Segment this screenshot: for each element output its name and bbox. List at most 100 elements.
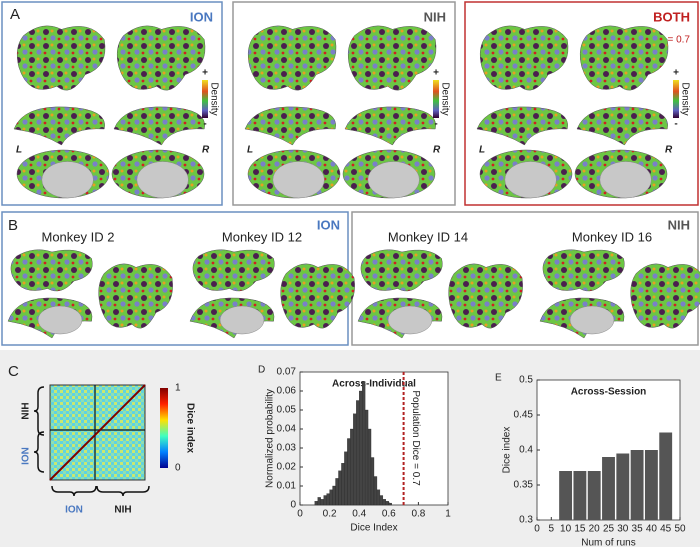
panel-label: C <box>8 363 19 380</box>
histogram-bar <box>382 499 386 506</box>
medial-wall <box>569 305 615 335</box>
density-colorbar <box>202 80 208 118</box>
histogram-bar <box>364 409 369 506</box>
x-tick-label: 10 <box>560 524 572 535</box>
bar <box>573 471 587 520</box>
colorbar-label: 1 <box>175 383 181 394</box>
colorbar-minus: - <box>434 119 437 130</box>
bar <box>559 471 573 520</box>
histogram-bar <box>317 497 321 506</box>
flat-map <box>16 25 106 91</box>
y-tick-label: 0 <box>290 500 296 511</box>
group-label: NIH <box>114 505 131 516</box>
medial-wall <box>387 305 433 335</box>
y-axis-label: Dice index <box>502 427 513 474</box>
group-title: ION <box>317 217 340 232</box>
lateral-view <box>113 106 205 146</box>
histogram-bar <box>353 413 357 506</box>
brace <box>96 485 150 497</box>
chart-title: Across-Session <box>571 387 647 398</box>
density-colorbar <box>433 80 439 118</box>
medial-wall <box>272 161 325 199</box>
histogram-bar <box>347 438 351 506</box>
y-tick-label: 0.07 <box>277 367 297 378</box>
group-title: BOTH <box>653 9 690 24</box>
y-tick-label: 0.45 <box>514 410 534 421</box>
lateral-view <box>576 106 668 146</box>
y-tick-label: 0.35 <box>514 480 534 491</box>
y-axis-label: Normalized probability <box>265 389 276 488</box>
colorbar-title: Density <box>679 82 690 115</box>
monkey-label: Monkey ID 16 <box>572 229 652 244</box>
colorbar-title: Density <box>208 82 219 115</box>
histogram-bar <box>370 457 375 506</box>
panel-box <box>464 1 699 206</box>
group-title: NIH <box>668 217 690 232</box>
x-tick-label: 0.2 <box>323 509 337 520</box>
group-title: ION <box>190 9 213 24</box>
flat-map <box>280 263 355 329</box>
y-tick-label: 0.5 <box>519 375 533 386</box>
medial-wall <box>219 305 265 335</box>
panel-box <box>1 1 223 206</box>
histogram-bar <box>314 501 318 506</box>
hemisphere-label: L <box>247 145 253 156</box>
histogram-bar <box>379 495 384 506</box>
x-tick-label: 25 <box>603 524 615 535</box>
chart-title: Across-Individual <box>332 379 416 390</box>
colorbar-label: 0 <box>175 463 181 474</box>
colorbar-title: Dice index <box>184 403 195 453</box>
histogram-bar <box>356 400 360 506</box>
histogram-bar <box>326 493 330 506</box>
brace <box>33 431 45 473</box>
x-tick-label: 5 <box>549 524 555 535</box>
histogram-bar <box>362 381 366 506</box>
monkey-label: Monkey ID 12 <box>222 229 302 244</box>
lateral-view <box>476 106 568 146</box>
histogram-bar <box>332 485 336 506</box>
panel-box <box>232 1 456 206</box>
histogram-bar <box>335 478 339 506</box>
flat-map <box>479 25 569 91</box>
x-tick-label: 0.6 <box>382 509 396 520</box>
monkey-label: Monkey ID 14 <box>388 229 468 244</box>
medial-wall <box>136 161 189 199</box>
panel-label: E <box>495 373 502 384</box>
hemisphere-label: L <box>16 145 22 156</box>
colorbar-plus: + <box>673 68 679 79</box>
group-title: NIH <box>424 9 446 24</box>
panel-label: D <box>258 365 265 376</box>
x-tick-label: 30 <box>617 524 629 535</box>
colorbar <box>160 388 168 468</box>
brace <box>33 386 45 436</box>
colorbar-plus: + <box>433 68 439 79</box>
x-tick-label: 35 <box>632 524 644 535</box>
monkey-label: Monkey ID 2 <box>42 229 115 244</box>
flat-map <box>192 249 275 292</box>
bar <box>644 450 658 520</box>
histogram-bar <box>373 476 378 506</box>
histogram-bar <box>341 463 345 506</box>
colorbar-minus: - <box>203 119 206 130</box>
y-tick-label: 0.01 <box>277 481 297 492</box>
hemisphere-label: R <box>665 145 673 156</box>
x-tick-label: 0.8 <box>411 509 425 520</box>
flat-map <box>116 25 206 91</box>
lateral-view <box>344 106 436 146</box>
bar <box>587 471 601 520</box>
colorbar-minus: - <box>674 119 677 130</box>
flat-map <box>10 249 93 292</box>
y-tick-label: 0.05 <box>277 405 297 416</box>
panel-label: B <box>8 217 18 234</box>
histogram-bar <box>344 451 348 506</box>
y-tick-label: 0.06 <box>277 386 297 397</box>
y-tick-label: 0.4 <box>519 445 533 456</box>
medial-wall <box>599 161 652 199</box>
flat-map <box>360 249 443 292</box>
flat-map <box>98 263 173 329</box>
medial-wall <box>504 161 557 199</box>
group-label: ION <box>65 505 83 516</box>
x-tick-label: 0 <box>297 509 303 520</box>
histogram-bar <box>323 495 327 506</box>
